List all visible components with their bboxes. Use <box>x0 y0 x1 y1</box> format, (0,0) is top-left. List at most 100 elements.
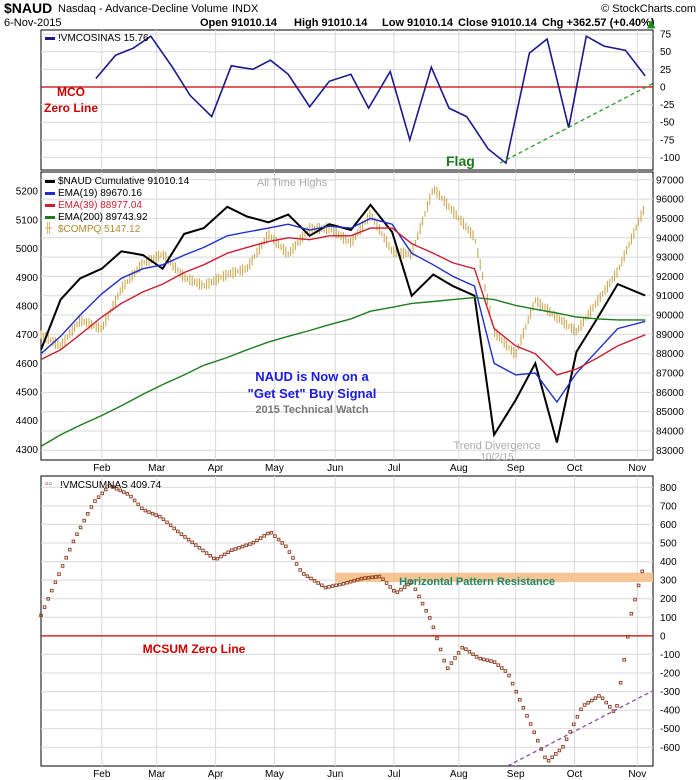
mcsum-y-tick-label: -200 <box>660 669 680 680</box>
mcsum-point <box>197 546 202 550</box>
mcsum-point <box>132 498 137 503</box>
naud-y-tick-label: 90000 <box>656 311 684 322</box>
naud-panel: Feb Mar Apr May Jun Jul Aug Sep Oct Nov 83000 84000… <box>16 172 684 474</box>
header-name: Nasdaq - Advance-Decline Volume <box>58 3 228 15</box>
mcsum-point <box>590 698 594 703</box>
mcsum-panel: Feb Mar Apr May Jun Jul Aug Sep Oct Nov -600 -500 -4… <box>39 476 680 780</box>
mcsum-point <box>86 512 90 516</box>
resistance-label: Horizontal Pattern Resistance <box>399 576 555 588</box>
mcsum-point <box>640 569 644 574</box>
mcsum-point <box>294 562 299 566</box>
mcsum-point <box>550 755 554 760</box>
mcsum-trendline <box>507 690 654 767</box>
month-tick-label: Feb <box>93 769 111 780</box>
mcsum-point <box>334 583 338 588</box>
mcsum-point <box>348 579 353 584</box>
mcsum-point <box>600 696 605 701</box>
mcsum-point <box>435 636 439 641</box>
mcsum-point <box>122 490 126 494</box>
naud-y-tick-label: 95000 <box>656 214 684 225</box>
mcsum-point <box>194 543 198 547</box>
mcsum-point <box>413 587 418 592</box>
mcsum-y-tick-label: -400 <box>660 706 680 717</box>
mcsum-point <box>482 657 486 662</box>
month-tick-label: Aug <box>450 769 468 780</box>
naud-y-tick-label: 88000 <box>656 349 684 360</box>
mcsum-point <box>352 578 356 583</box>
naud-y-tick-label: 84000 <box>656 426 684 437</box>
mcsum-point <box>536 738 540 743</box>
mcsum-point <box>125 492 130 496</box>
header-high: High 91010.14 <box>294 17 368 29</box>
mcsum-point <box>316 581 320 585</box>
month-tick-label: Sep <box>507 769 525 780</box>
technical-watch-label: 2015 Technical Watch <box>255 404 368 416</box>
naud-y-tick-label: 85000 <box>656 407 684 418</box>
mcsum-point <box>89 505 94 509</box>
mcsum-point <box>244 543 248 548</box>
mco-y-tick-label: -100 <box>660 153 680 164</box>
compq-y-tick-label: 5100 <box>16 215 39 226</box>
mcsum-point <box>222 552 227 557</box>
mcsum-point <box>431 625 436 630</box>
mcsum-point <box>586 701 590 705</box>
month-tick-label: Nov <box>628 463 646 474</box>
header-credit: © StockCharts.com <box>601 3 696 15</box>
mcsum-point <box>60 564 65 568</box>
mcsum-point <box>446 666 450 670</box>
mcsum-y-tick-label: 100 <box>660 613 677 624</box>
mco-label: MCO <box>57 85 85 99</box>
naud-y-tick-label: 94000 <box>656 233 684 244</box>
mcsum-point <box>428 616 432 620</box>
mcsum-point <box>258 536 263 540</box>
month-tick-label: Aug <box>450 463 468 474</box>
compq-y-tick-label: 4900 <box>16 273 39 284</box>
mco-y-tick-label: -25 <box>660 100 675 111</box>
mcsum-point <box>161 517 166 522</box>
mco-panel-frame <box>40 29 654 171</box>
mcsum-point <box>597 694 601 698</box>
mcsum-point <box>575 715 580 719</box>
header-close: Close 91010.14 <box>458 17 538 29</box>
mcsum-point <box>582 703 587 707</box>
mcsum-point <box>564 737 569 742</box>
mcsum-point <box>230 548 234 552</box>
mcsum-point <box>240 544 245 549</box>
mco-y-tick-label: -50 <box>660 118 675 129</box>
compq-y-tick-label: 4600 <box>16 359 39 370</box>
mcsum-panel-frame <box>40 475 654 767</box>
mcsum-point <box>528 722 533 726</box>
mcsum-point <box>168 523 173 528</box>
mcsum-point <box>104 487 108 492</box>
mcsum-point <box>521 706 526 710</box>
resistance-band <box>335 572 653 582</box>
month-tick-label: Oct <box>567 769 583 780</box>
mcsum-y-tick-label: -600 <box>660 743 680 754</box>
mcsum-point <box>208 554 212 558</box>
mcsum-point <box>471 652 475 657</box>
mco-line <box>95 34 646 165</box>
mcsum-point <box>485 658 490 663</box>
mcsum-point <box>478 656 482 661</box>
naud-y-tick-label: 92000 <box>656 272 684 283</box>
naud-y-tick-label: 86000 <box>656 388 684 399</box>
mcsum-y-tick-label: 700 <box>660 501 677 512</box>
compq-y-tick-label: 4700 <box>16 330 39 341</box>
header-type: INDX <box>232 3 259 15</box>
mcsum-point <box>93 499 97 503</box>
ema200-legend-swatch: ▬ <box>45 211 55 222</box>
mcsum-point <box>212 556 216 561</box>
header-open: Open 91010.14 <box>200 17 278 29</box>
mco-zero-line-label: Zero Line <box>44 101 98 115</box>
compq-y-tick-label: 5000 <box>16 244 39 255</box>
mcsum-point <box>510 681 515 686</box>
month-tick-label: Apr <box>208 463 224 474</box>
mcsum-point <box>608 705 612 709</box>
mcsum-point <box>183 535 187 539</box>
mcsum-point <box>262 534 266 538</box>
mcsum-point <box>64 556 68 560</box>
mcsum-point <box>215 556 220 561</box>
month-tick-label: Jun <box>327 463 343 474</box>
mcsum-point <box>46 597 50 601</box>
